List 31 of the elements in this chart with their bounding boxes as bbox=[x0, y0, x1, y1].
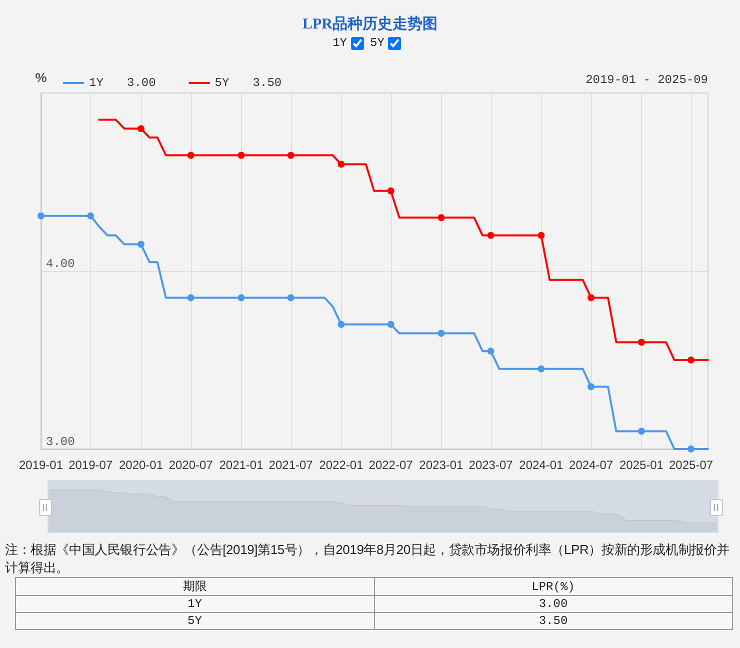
text: 3.50 bbox=[374, 612, 732, 630]
x-tick-label: 2021-07 bbox=[268, 458, 314, 472]
x-tick-label: 2019-01 bbox=[18, 458, 64, 472]
x-tick-label: 2025-07 bbox=[668, 458, 714, 472]
text: 1Y bbox=[16, 596, 374, 612]
text: 2019-01 - 2025-09 bbox=[586, 73, 708, 87]
text: 3.00 bbox=[374, 596, 732, 612]
y-axis-title: % bbox=[35, 70, 48, 85]
y-tick-label: 4.00 bbox=[46, 257, 75, 271]
chart-title: LPR品种历史走势图 bbox=[302, 16, 438, 32]
legend-label: 5Y bbox=[214, 76, 230, 90]
x-tick-label: 2020-07 bbox=[168, 458, 214, 472]
legend-label: 1Y bbox=[89, 76, 104, 90]
x-tick-label: 2023-07 bbox=[468, 458, 514, 472]
text: 5Y bbox=[370, 36, 384, 50]
text: 注：根据《中国人民银行公告》（公告[2019]第15号），自2019年8月20日起，贷款市场报价利率（LPR）按新的形成机制报价并计算得出。 bbox=[5, 541, 731, 577]
text: 3.50 bbox=[252, 76, 282, 90]
text: 5Y bbox=[16, 612, 374, 630]
x-tick-label: 2025-01 bbox=[619, 458, 664, 472]
text: LPR(%) bbox=[374, 578, 732, 596]
x-tick-label: 2022-01 bbox=[319, 458, 364, 472]
text: 1Y bbox=[332, 36, 347, 50]
x-tick-label: 2022-07 bbox=[368, 458, 414, 472]
x-tick-label: 2024-07 bbox=[569, 458, 614, 472]
x-tick-label: 2020-01 bbox=[118, 458, 164, 472]
text: 期限 bbox=[16, 578, 374, 596]
x-tick-label: 2021-01 bbox=[219, 458, 264, 472]
x-tick-label: 2024-01 bbox=[519, 458, 564, 472]
x-tick-label: 2023-01 bbox=[419, 458, 464, 472]
text: 3.00 bbox=[127, 76, 156, 90]
x-tick-label: 2019-07 bbox=[68, 458, 113, 472]
